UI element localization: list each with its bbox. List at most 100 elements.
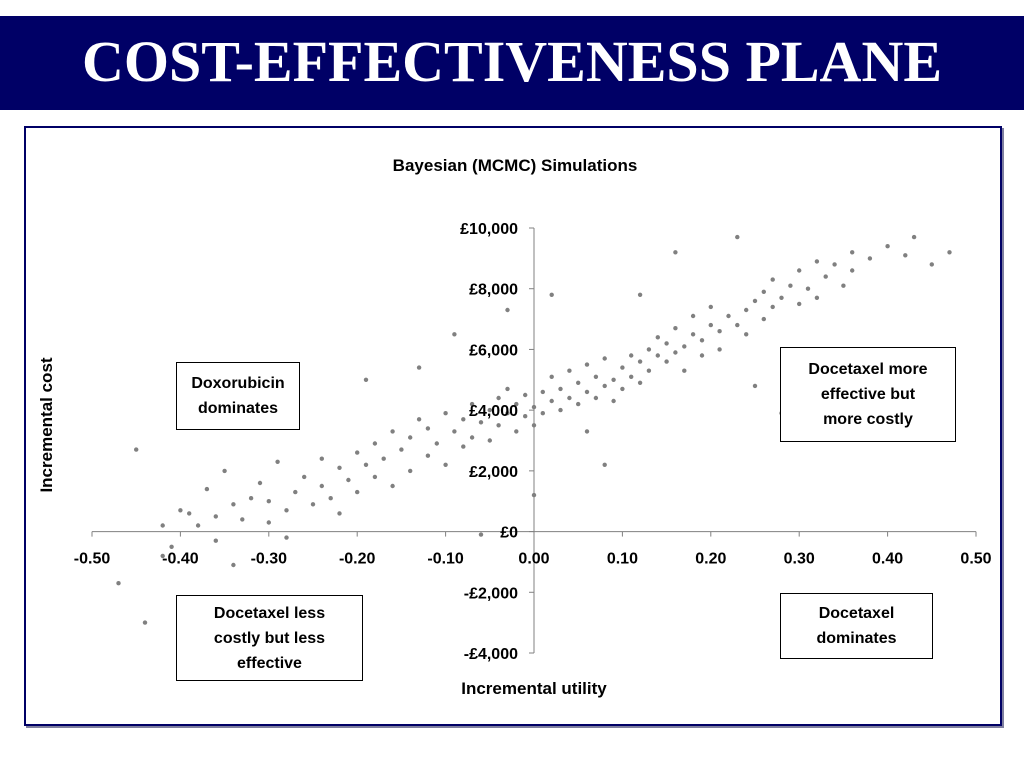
data-point — [425, 453, 431, 458]
data-point — [629, 353, 634, 358]
data-point — [363, 462, 369, 467]
data-point — [178, 508, 183, 513]
quadrant-label-top-right: Docetaxel more effective but more costly — [780, 347, 956, 442]
data-point — [302, 474, 307, 480]
y-tick-label: £0 — [500, 525, 518, 542]
data-point — [620, 365, 625, 370]
data-point — [266, 499, 271, 504]
data-point — [620, 386, 625, 392]
data-point — [452, 429, 457, 434]
data-point — [558, 407, 563, 413]
data-point — [514, 401, 519, 407]
data-point — [602, 462, 607, 467]
data-point — [540, 411, 545, 416]
data-point — [584, 429, 590, 434]
data-point — [523, 414, 528, 419]
data-point — [381, 456, 386, 461]
data-point — [903, 253, 908, 258]
data-point — [576, 380, 581, 385]
quadrant-top-right-line-1: Docetaxel more — [808, 361, 928, 378]
data-point — [390, 483, 395, 489]
data-point — [682, 344, 687, 349]
data-point — [770, 304, 775, 310]
data-point — [576, 401, 581, 407]
data-point — [408, 468, 413, 474]
y-tick-label: £4,000 — [469, 403, 518, 420]
data-point — [540, 389, 545, 395]
data-point — [293, 489, 298, 495]
x-tick-label: 0.40 — [872, 551, 903, 568]
data-point — [655, 335, 660, 340]
data-point — [735, 322, 740, 328]
data-point — [363, 377, 369, 382]
data-point — [664, 341, 669, 346]
x-tick-label: -0.40 — [162, 551, 199, 568]
data-point — [770, 277, 775, 282]
data-point — [505, 307, 510, 313]
data-point — [593, 395, 599, 401]
data-point — [708, 322, 713, 328]
data-point — [690, 313, 696, 319]
data-point — [752, 298, 758, 304]
data-point — [231, 502, 236, 507]
data-point — [337, 465, 342, 470]
data-point — [231, 562, 236, 568]
data-point — [478, 420, 484, 425]
data-point — [673, 350, 678, 355]
data-point — [637, 292, 643, 297]
x-tick-label: 0.00 — [518, 551, 549, 568]
data-point — [160, 553, 165, 559]
data-point — [266, 520, 271, 525]
data-point — [814, 295, 820, 300]
quadrant-top-left-line-1: Doxorubicin — [191, 375, 285, 392]
data-point — [469, 401, 475, 407]
data-point — [452, 332, 457, 337]
data-point — [814, 259, 820, 264]
data-point — [187, 511, 192, 516]
data-point — [169, 544, 174, 549]
data-point — [673, 326, 678, 331]
data-point — [867, 256, 873, 261]
x-axis-title: Incremental utility — [461, 679, 607, 698]
quadrant-top-left-line-2: dominates — [197, 400, 278, 417]
data-point — [257, 480, 263, 486]
data-point — [717, 347, 722, 352]
data-point — [929, 262, 934, 267]
data-point — [744, 332, 749, 337]
x-tick-label: 0.20 — [695, 551, 726, 568]
data-point — [664, 359, 669, 364]
data-point — [284, 535, 289, 540]
data-point — [399, 447, 404, 452]
y-tick-label: £2,000 — [469, 464, 518, 481]
y-tick-label: £10,000 — [460, 221, 518, 238]
data-point — [319, 483, 324, 489]
data-point — [328, 496, 333, 501]
data-point — [947, 250, 952, 255]
data-point — [841, 283, 846, 288]
quadrant-bottom-left-line-2: costly but less — [213, 629, 326, 647]
quadrant-bottom-right-line-1: Docetaxel — [818, 605, 895, 622]
data-point — [425, 426, 431, 431]
data-point — [673, 250, 678, 255]
data-point — [637, 380, 643, 385]
data-point — [416, 417, 422, 422]
data-point — [514, 429, 519, 434]
data-point — [346, 477, 351, 483]
data-point — [284, 508, 289, 513]
data-point — [726, 313, 731, 319]
data-point — [788, 283, 793, 288]
x-tick-label: 0.50 — [960, 551, 991, 568]
scatter-chart: Bayesian (MCMC) Simulations -0.50 -0.40 -0… — [37, 156, 992, 698]
y-tick-label: £8,000 — [469, 282, 518, 299]
x-tick-label: -0.30 — [251, 551, 288, 568]
data-point — [496, 395, 501, 401]
data-point — [646, 347, 652, 352]
data-point — [549, 398, 554, 404]
data-point — [761, 316, 766, 322]
data-point — [372, 441, 378, 446]
data-point — [434, 441, 439, 446]
data-point — [567, 395, 572, 401]
data-point — [558, 386, 563, 392]
x-tick-label: -0.20 — [339, 551, 376, 568]
data-point — [885, 244, 890, 249]
